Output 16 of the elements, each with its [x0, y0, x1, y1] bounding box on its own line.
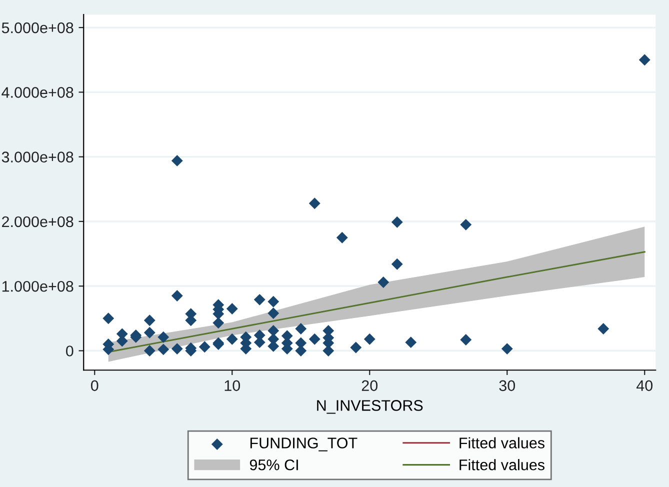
x-tick-label: 40 — [636, 380, 653, 392]
y-tick-label: 5.000e+08 — [2, 22, 74, 34]
legend-label: 95% CI — [250, 459, 298, 470]
x-tick-label: 30 — [499, 380, 516, 392]
y-tick-label: 4.000e+08 — [2, 87, 74, 98]
y-tick-label: 1.000e+08 — [2, 280, 74, 292]
y-tick-label: 0 — [66, 346, 74, 356]
x-tick-label: 0 — [90, 380, 98, 392]
y-tick-label: 3.000e+08 — [2, 152, 74, 162]
x-axis-title: N_INVESTORS — [317, 400, 423, 414]
x-tick-label: 10 — [224, 380, 240, 392]
legend-label: Fitted values — [460, 459, 544, 470]
legend-label: Fitted values — [460, 437, 544, 448]
y-tick-label: 2.000e+08 — [2, 216, 74, 228]
x-tick-label: 20 — [362, 380, 378, 392]
legend-label: FUNDING_TOT — [250, 438, 358, 452]
